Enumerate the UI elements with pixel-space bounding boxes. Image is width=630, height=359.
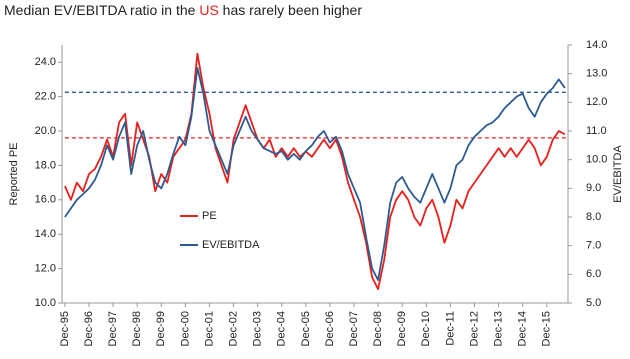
y2-tick-label: 10.0 (586, 154, 607, 166)
x-tick-label: Dec-09 (396, 311, 408, 346)
legend-label: EV/EBITDA (202, 239, 260, 251)
series-line (64, 52, 566, 291)
x-tick-label: Dec-97 (107, 311, 119, 346)
y-tick-label: 18.0 (35, 159, 56, 171)
x-tick-label: Dec-02 (227, 311, 239, 346)
x-tick-label: Dec-13 (493, 311, 505, 346)
x-tick-label: Dec-07 (348, 311, 360, 346)
y2-tick-label: 14.0 (586, 39, 607, 51)
x-tick-label: Dec-01 (203, 311, 215, 346)
x-tick-label: Dec-10 (420, 311, 432, 346)
x-tick-label: Dec-05 (300, 311, 312, 346)
x-tick-label: Dec-11 (444, 311, 456, 346)
y2-tick-label: 5.0 (586, 297, 601, 309)
x-tick-label: Dec-00 (179, 311, 191, 346)
y-tick-label: 22.0 (35, 91, 56, 103)
y-tick-label: 16.0 (35, 194, 56, 206)
y2-axis-label: EV/EBITDA (612, 145, 624, 203)
series-line (64, 67, 566, 281)
y2-tick-label: 11.0 (586, 125, 607, 137)
x-tick-label: Dec-08 (372, 311, 384, 346)
title-part: has rarely been higher (219, 2, 363, 18)
x-tick-label: Dec-98 (131, 311, 143, 346)
legend-label: PE (202, 210, 217, 222)
y-tick-label: 14.0 (35, 228, 56, 240)
y2-tick-label: 7.0 (586, 240, 601, 252)
x-tick-label: Dec-12 (468, 311, 480, 346)
title-part: Median EV/EBITDA ratio in the (4, 2, 199, 18)
x-tick-label: Dec-15 (541, 311, 553, 346)
y-tick-label: 20.0 (35, 125, 56, 137)
y-axis-label: Reported PE (8, 143, 20, 206)
y2-tick-label: 8.0 (586, 211, 601, 223)
y-tick-label: 10.0 (35, 297, 56, 309)
y2-tick-label: 9.0 (586, 182, 601, 194)
y2-tick-label: 6.0 (586, 268, 601, 280)
x-tick-label: Dec-96 (83, 311, 95, 346)
x-tick-label: Dec-03 (252, 311, 264, 346)
title-part: US (199, 2, 218, 18)
y-tick-label: 24.0 (35, 56, 56, 68)
y2-tick-label: 13.0 (586, 68, 607, 80)
x-tick-label: Dec-99 (155, 311, 167, 346)
x-tick-label: Dec-14 (517, 311, 529, 346)
y-tick-label: 12.0 (35, 263, 56, 275)
chart-title: Median EV/EBITDA ratio in the US has rar… (4, 2, 362, 18)
x-tick-label: Dec-04 (276, 311, 288, 346)
y2-tick-label: 12.0 (586, 96, 607, 108)
x-tick-label: Dec-06 (324, 311, 336, 346)
x-tick-label: Dec-95 (59, 311, 71, 346)
